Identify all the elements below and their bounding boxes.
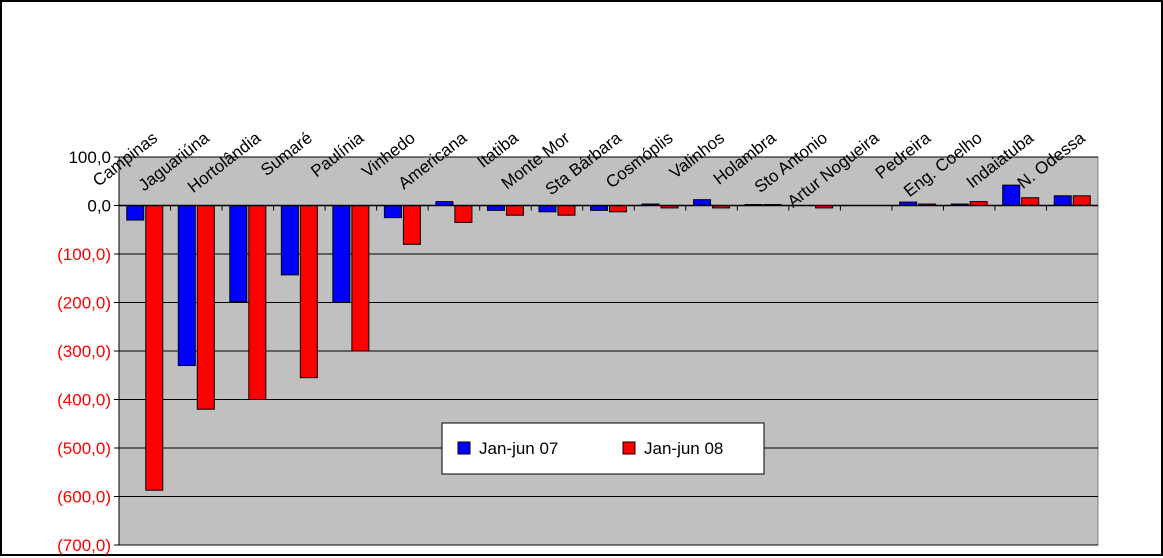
bar-series-1 <box>538 205 557 213</box>
y-tick-label: 100,0 <box>68 148 111 167</box>
bar-series-2 <box>1021 197 1040 207</box>
bar-series-2 <box>402 205 421 245</box>
bar-series-1 <box>1053 195 1072 207</box>
bar-series-2 <box>351 205 370 352</box>
y-tick-label: (200,0) <box>57 294 111 313</box>
legend-label-series-2: Jan-jun 08 <box>644 439 723 458</box>
bar-series-1 <box>280 205 299 276</box>
legend: Jan-jun 07 Jan-jun 08 <box>441 422 765 475</box>
bar-series-1 <box>693 199 712 206</box>
y-tick-label: (600,0) <box>57 488 111 507</box>
legend-swatch-series-2 <box>622 441 636 455</box>
y-tick-label: (700,0) <box>57 536 111 555</box>
bar-series-2 <box>609 205 627 213</box>
legend-label-series-1: Jan-jun 07 <box>479 439 558 458</box>
bar-series-2 <box>196 205 215 410</box>
bar-series-2 <box>145 205 164 491</box>
legend-swatch-series-1 <box>457 441 471 455</box>
y-tick-label: (100,0) <box>57 245 111 264</box>
bar-series-1 <box>332 205 351 303</box>
bar-series-1 <box>1002 184 1021 207</box>
y-tick-label: (300,0) <box>57 342 111 361</box>
y-tick-label: (500,0) <box>57 439 111 458</box>
bar-series-1 <box>177 205 196 367</box>
bar-series-2 <box>248 205 267 400</box>
y-tick-label: (400,0) <box>57 391 111 410</box>
bar-series-2 <box>454 205 473 223</box>
bar-series-2 <box>299 205 318 379</box>
bar-series-2 <box>505 205 524 216</box>
legend-box <box>441 422 765 475</box>
y-axis: 100,0 0,0 (100,0) (200,0) (300,0) (400,0) (500… <box>57 148 120 555</box>
bars <box>118 184 1098 491</box>
bar-series-2 <box>557 205 576 216</box>
bar-series-1 <box>383 205 402 219</box>
y-tick-label: 0,0 <box>87 197 111 216</box>
bar-series-1 <box>229 205 248 303</box>
bar-series-1 <box>126 205 145 221</box>
bar-series-2 <box>1072 195 1091 207</box>
